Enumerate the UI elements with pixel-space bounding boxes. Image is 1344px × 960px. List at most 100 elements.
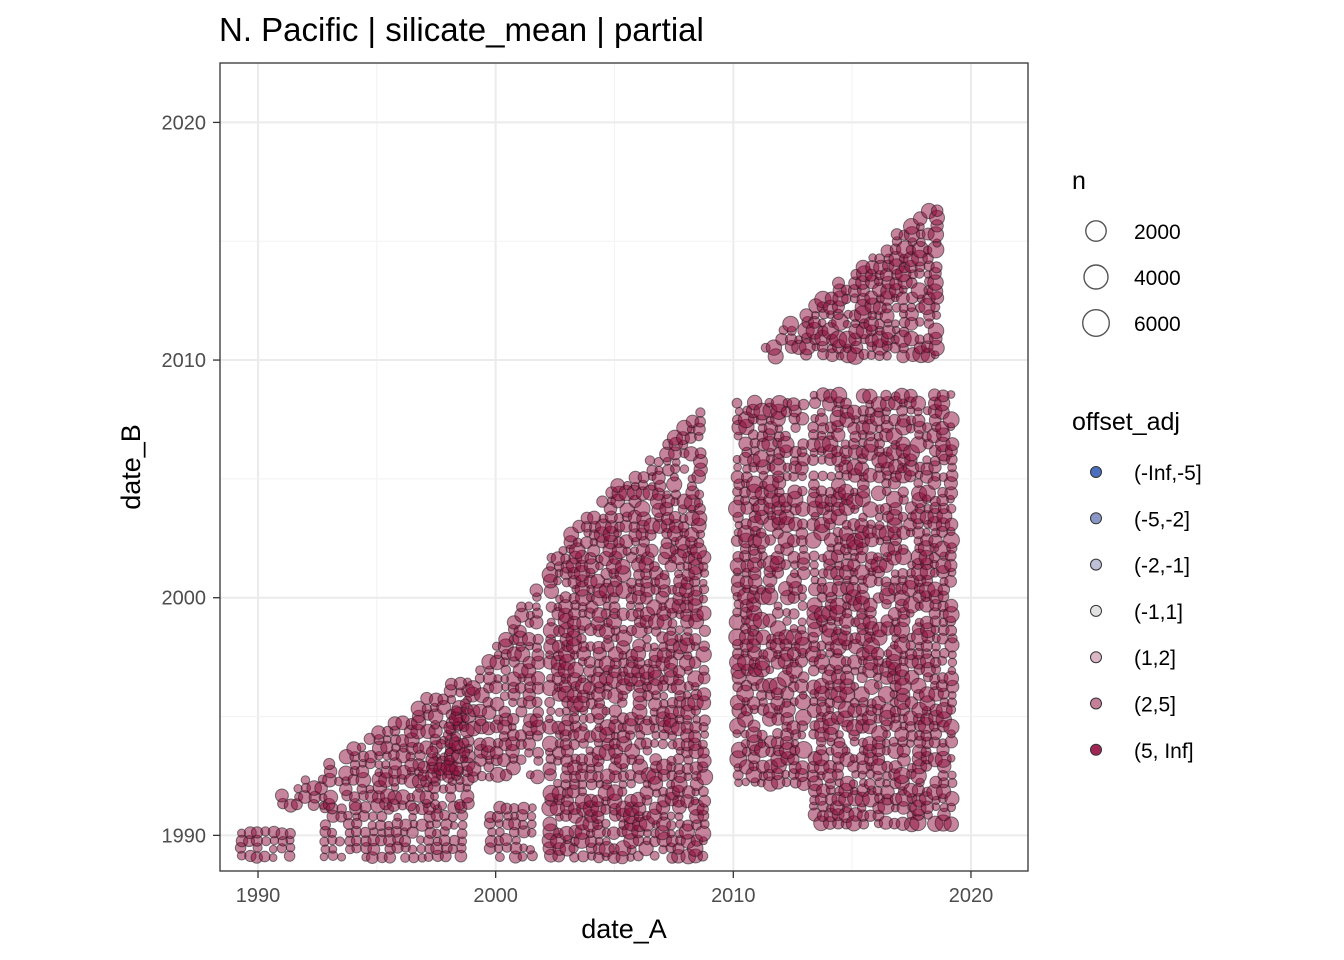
data-point — [946, 503, 957, 514]
data-point — [756, 729, 768, 741]
data-point — [407, 844, 418, 855]
data-point — [679, 464, 690, 474]
data-point — [450, 731, 462, 743]
data-point — [450, 705, 462, 717]
data-point — [910, 395, 927, 412]
data-point — [897, 544, 909, 555]
data-point — [944, 575, 957, 588]
color-legend-key — [1090, 466, 1102, 478]
data-point — [435, 738, 447, 750]
data-point — [457, 820, 468, 830]
data-point — [518, 819, 528, 830]
data-point — [542, 816, 558, 832]
data-point — [602, 836, 611, 846]
data-point — [283, 850, 296, 862]
data-point — [659, 570, 670, 581]
data-point — [528, 803, 537, 813]
data-point — [808, 550, 820, 562]
data-point — [359, 826, 371, 839]
data-point — [797, 730, 807, 740]
data-point — [686, 481, 698, 492]
data-point — [526, 811, 537, 822]
color-legend-key — [1090, 558, 1102, 571]
data-point — [947, 657, 958, 668]
data-point — [529, 583, 544, 598]
data-point — [258, 850, 271, 863]
data-point — [319, 852, 329, 862]
data-point — [659, 691, 669, 701]
data-point — [674, 569, 683, 579]
data-point — [817, 470, 829, 482]
data-point — [944, 517, 959, 532]
data-point — [931, 310, 942, 320]
y-axis-ticks: 1990 2000 2010 2020 — [162, 112, 220, 847]
data-point — [697, 739, 708, 750]
data-point — [694, 447, 707, 460]
data-point — [688, 633, 702, 646]
data-point — [546, 706, 556, 716]
data-point — [553, 778, 563, 788]
data-point — [930, 204, 944, 217]
data-point — [764, 534, 776, 546]
data-point — [527, 828, 537, 838]
data-point — [945, 624, 958, 637]
data-point — [695, 407, 706, 418]
data-point — [326, 827, 338, 839]
data-point — [323, 789, 339, 805]
data-point — [927, 322, 945, 340]
color-legend-key — [1090, 743, 1102, 756]
data-point — [796, 624, 807, 635]
color-legend-key — [1090, 697, 1102, 710]
data-point — [615, 558, 631, 575]
data-point — [795, 412, 810, 426]
data-point — [576, 633, 587, 644]
color-legend-title: offset_adj — [1072, 408, 1180, 436]
color-legend-label: (5, Inf] — [1134, 740, 1194, 763]
y-tick-label: 2010 — [162, 350, 207, 372]
data-point — [891, 319, 900, 328]
data-point — [697, 850, 709, 862]
data-point — [747, 719, 761, 733]
data-point — [545, 714, 554, 724]
x-axis-ticks: 1990 2000 2010 2020 — [236, 871, 993, 907]
data-point — [946, 390, 956, 399]
x-axis-title: date_A — [581, 914, 667, 944]
data-point — [666, 829, 676, 838]
data-point — [698, 794, 712, 808]
color-legend-label: (1,2] — [1134, 647, 1176, 670]
data-point — [319, 819, 331, 831]
data-point — [797, 592, 807, 602]
data-point — [697, 786, 709, 797]
data-point — [780, 430, 791, 442]
data-point — [527, 819, 537, 830]
data-point — [698, 624, 712, 638]
data-point — [507, 713, 520, 726]
color-legend-label: (-Inf,-5] — [1134, 462, 1202, 485]
x-tick-label: 2000 — [473, 885, 518, 907]
data-point — [816, 649, 827, 660]
data-point — [261, 836, 272, 847]
data-point — [337, 852, 347, 862]
data-point — [943, 718, 960, 736]
data-point — [863, 597, 878, 613]
data-point — [809, 560, 819, 570]
y-tick-label: 2000 — [162, 588, 207, 610]
data-point — [323, 757, 336, 771]
data-point — [916, 237, 926, 248]
data-point — [356, 742, 367, 752]
data-point — [797, 617, 807, 627]
data-point — [947, 777, 958, 789]
data-point — [789, 624, 799, 633]
data-point — [662, 490, 672, 500]
x-tick-label: 1990 — [236, 885, 281, 907]
data-point — [274, 788, 289, 803]
data-point — [524, 601, 534, 611]
data-point — [343, 810, 353, 821]
data-point — [773, 601, 783, 611]
data-point — [268, 853, 278, 862]
data-point — [608, 704, 623, 718]
data-point — [300, 775, 311, 785]
data-point — [458, 737, 470, 749]
data-point — [583, 656, 596, 669]
data-point — [897, 486, 909, 498]
